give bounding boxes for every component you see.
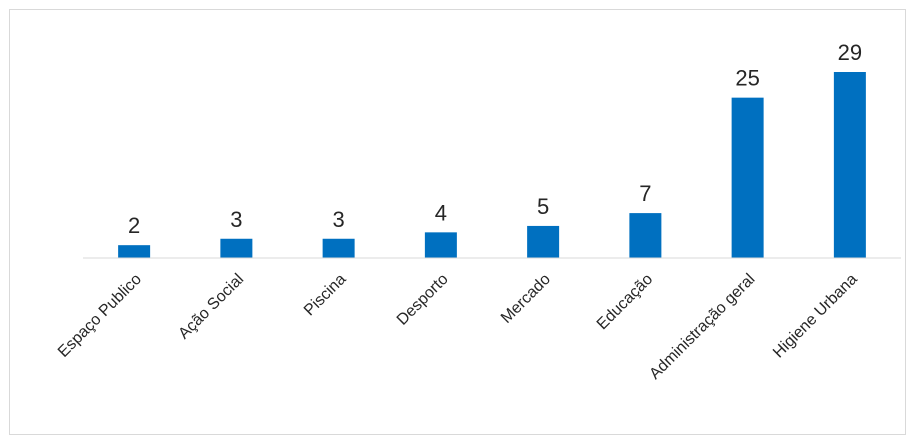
bar bbox=[833, 72, 866, 258]
x-tick-label: Administração geral bbox=[646, 271, 758, 383]
bar bbox=[220, 238, 253, 258]
x-tick-label: Espaço Publico bbox=[55, 271, 145, 361]
bar bbox=[424, 232, 457, 258]
data-label: 7 bbox=[639, 181, 651, 206]
bar bbox=[322, 238, 355, 258]
bars-group bbox=[118, 72, 866, 258]
data-label: 25 bbox=[735, 66, 759, 91]
data-label: 3 bbox=[333, 207, 345, 232]
bar bbox=[118, 245, 151, 258]
tick-labels-group: Espaço Publico Ação Social Piscina Desporto… bbox=[55, 271, 861, 383]
bar bbox=[629, 213, 662, 258]
bar bbox=[527, 225, 560, 258]
data-label: 3 bbox=[230, 207, 242, 232]
x-tick-label: Educação bbox=[594, 271, 656, 333]
x-tick-label: Piscina bbox=[301, 271, 350, 320]
x-tick-label: Higiene Urbana bbox=[770, 271, 861, 362]
x-tick-label: Desporto bbox=[394, 271, 452, 329]
data-label: 5 bbox=[537, 194, 549, 219]
x-tick-label: Mercado bbox=[498, 271, 554, 327]
bar bbox=[731, 97, 764, 258]
data-label: 4 bbox=[435, 200, 447, 225]
x-tick-label: Ação Social bbox=[175, 271, 247, 343]
data-label: 2 bbox=[128, 213, 140, 238]
data-label: 29 bbox=[838, 40, 862, 65]
data-labels-group: 2 3 3 4 5 7 25 29 bbox=[128, 40, 862, 238]
